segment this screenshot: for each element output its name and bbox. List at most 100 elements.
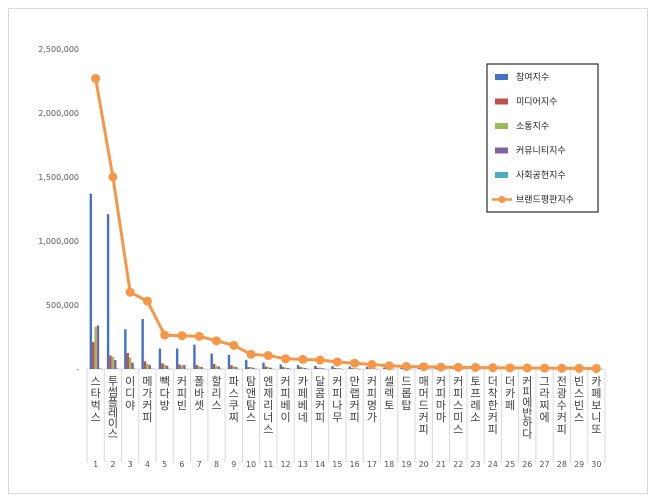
bar-사회공헌지수 [289,368,292,370]
bar-참여지수 [210,353,213,369]
x-rank-label: 4 [145,460,150,469]
legend-label: 미디어지수 [516,97,557,108]
bar-참여지수 [331,366,334,369]
x-category-label: 폴바셋 [194,375,204,412]
bar-커뮤니티지수 [165,365,169,369]
bar-커뮤니티지수 [252,367,255,369]
x-label-char: 리 [211,387,221,400]
x-rank-label: 23 [470,460,480,469]
x-label-char: 탑 [401,399,411,412]
x-label-char: 에 [522,396,532,409]
bar-참여지수 [365,366,369,369]
bar-사회공헌지수 [254,368,258,370]
x-label-char: 커 [142,399,152,412]
x-label-char: 커 [436,375,446,388]
line-point [488,363,498,373]
x-label-char: 플 [108,396,118,409]
x-label-char: 피 [177,387,187,400]
x-label-char: 커 [522,375,532,388]
x-rank-label: 13 [298,460,308,469]
chart-frame: - 500,000 1,000,000 1,500,000 2,000,000 2,500… [8,8,648,494]
line-point [298,354,308,364]
bar-소통지수 [267,367,270,369]
bar-커뮤니티지수 [200,367,203,369]
bar-커뮤니티지수 [355,368,359,369]
x-label-char: 스 [263,423,273,436]
line-point [367,360,377,370]
bar-참여지수 [314,365,317,369]
y-axis-ticks: - 500,000 1,000,000 1,500,000 2,000,000 2,500… [38,45,79,374]
bar-참여지수 [193,344,196,369]
line-point [229,340,239,350]
x-label-char: 광 [557,387,567,400]
x-label-char: 가 [142,387,152,400]
bar-사회공헌지수 [599,368,603,370]
bar-사회공헌지수 [306,368,309,370]
bar-미디어지수 [143,361,147,369]
bar-사회공헌지수 [375,368,378,370]
bar-미디어지수 [230,365,233,369]
x-label-char: 방 [160,399,170,412]
x-label-char: 토 [384,399,394,412]
legend-marker [498,196,506,203]
x-rank-label: 11 [263,460,273,469]
x-label-char: 소 [470,411,480,424]
x-rank-label: 2 [110,460,115,469]
x-label-char: 빽 [160,375,170,388]
line-point [263,351,273,361]
x-label-char: 커 [281,375,291,388]
bar-사회공헌지수 [427,368,430,370]
x-label-char: 리 [263,399,273,412]
bar-커뮤니티지수 [183,365,186,369]
x-label-char: 무 [332,411,342,424]
x-label-char: 셀 [384,375,394,388]
x-rank-label: 26 [522,460,532,469]
x-label-char: 찌 [229,411,239,424]
x-label-char: 커 [350,399,360,412]
bar-사회공헌지수 [340,368,344,370]
bar-커뮤니티지수 [217,366,221,369]
legend-swatch [495,172,508,178]
bar-소통지수 [301,367,305,369]
x-label-char: 피 [367,387,377,400]
bar-사회공헌지수 [202,368,206,370]
x-label-char: 스 [108,428,118,441]
x-rank-label: 8 [214,460,219,469]
bar-미디어지수 [109,355,112,369]
x-label-char: 찌 [540,399,550,412]
x-label-char: 피 [436,387,446,400]
x-label-char: 커 [488,411,498,424]
bar-커뮤니티지수 [269,367,272,369]
x-rank-label: 14 [315,460,325,469]
x-label-char: 피 [142,411,152,424]
bar-미디어지수 [351,368,354,369]
x-label-char: 빈 [574,399,584,412]
x-label-char: 카 [505,387,515,400]
bar-참여지수 [383,367,386,369]
x-label-char: 폴 [194,375,204,388]
x-label-char: 만 [350,375,360,388]
bar-소통지수 [163,364,166,369]
x-label-char: 보 [591,399,601,412]
legend-swatch [495,98,508,105]
x-label-char: 콤 [315,387,325,400]
x-label-char: 드 [419,399,429,412]
bar-커뮤니티지수 [96,325,100,369]
x-label-char: 하 [522,416,532,430]
bar-참여지수 [348,366,352,369]
bar-소통지수 [146,363,149,369]
bar-사회공헌지수 [99,368,102,369]
x-axis-category-grid [86,369,606,463]
x-label-char: 스 [453,399,463,412]
legend-label: 사회공헌지수 [516,170,566,181]
bar-미디어지수 [333,367,337,369]
